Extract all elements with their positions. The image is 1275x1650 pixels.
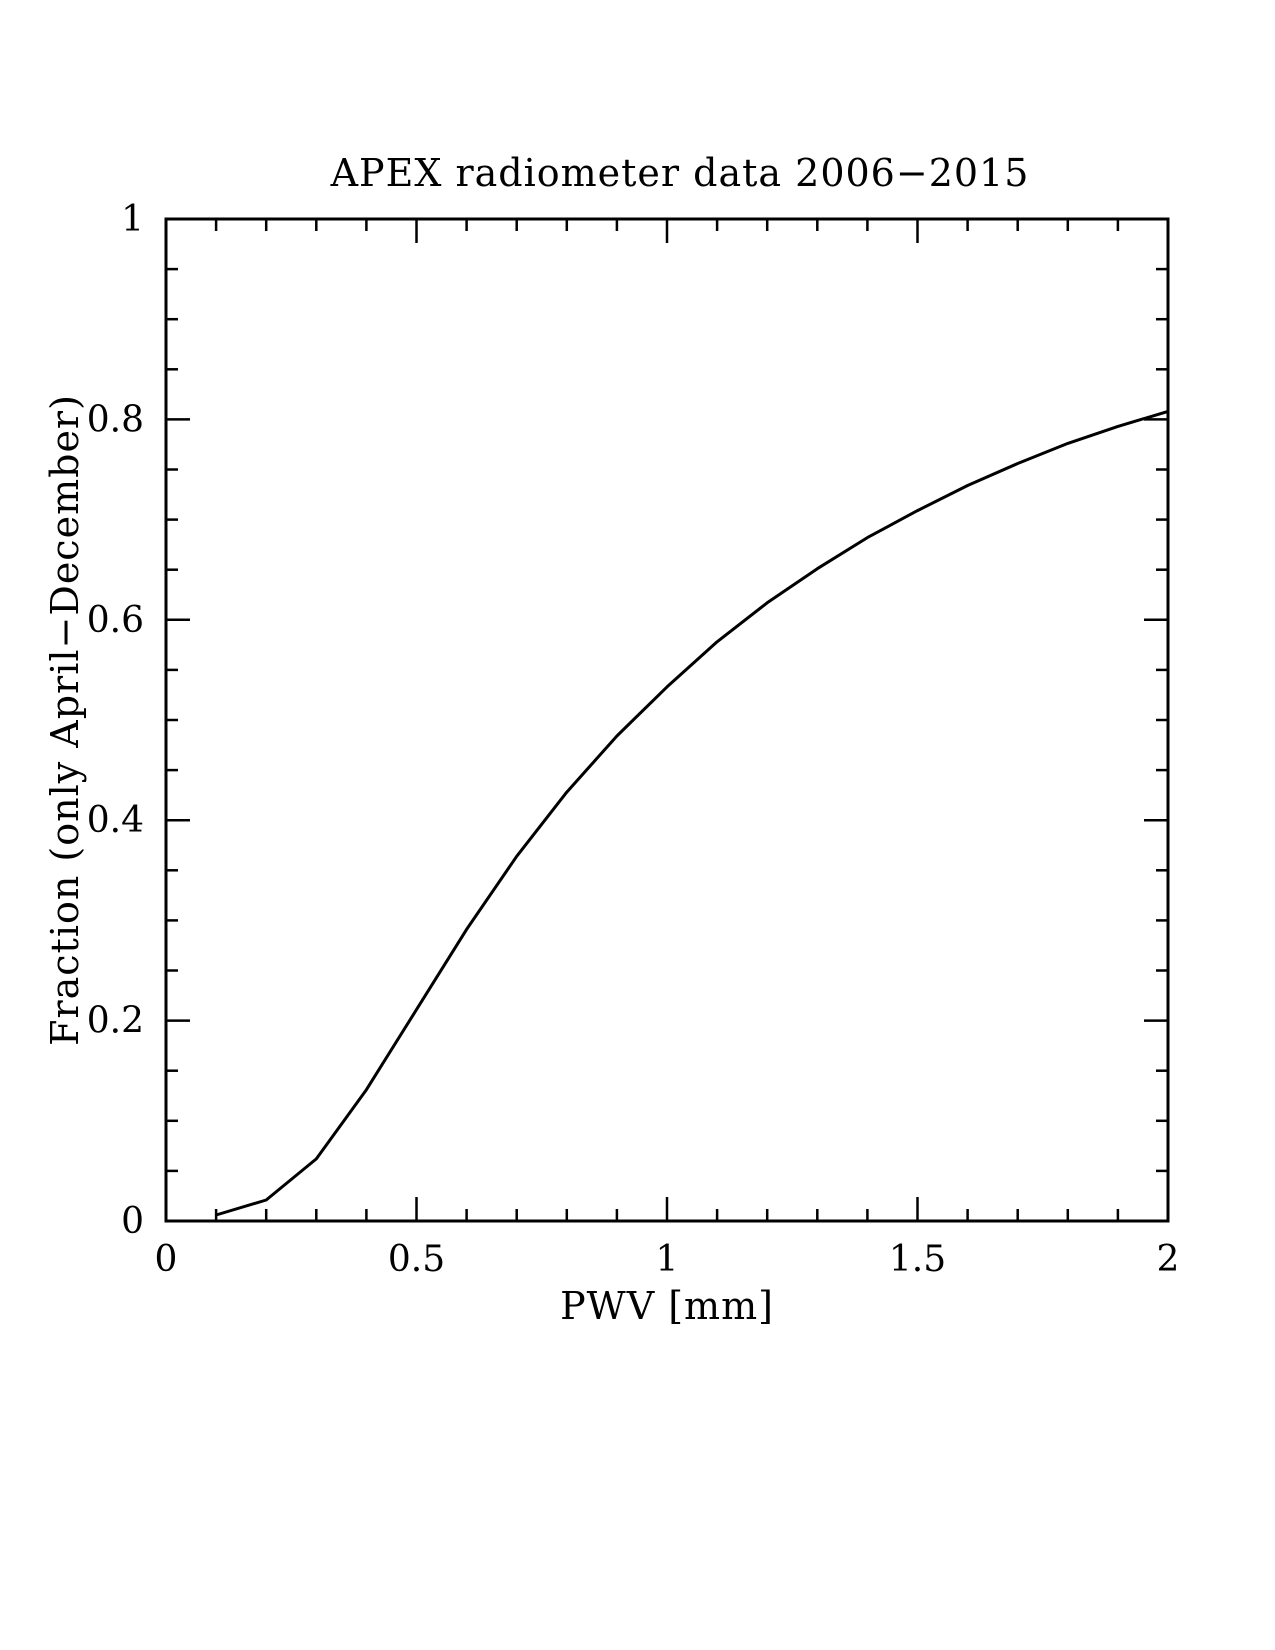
y-tick-label: 0.8 (87, 399, 144, 440)
chart-title: APEX radiometer data 2006−2015 (330, 151, 1030, 195)
x-tick-label: 0.5 (388, 1239, 445, 1280)
data-series (215, 409, 1169, 1217)
plot-area: 0 0.5 1 1.5 2 0 0.2 0.4 0.6 0.8 1 (87, 199, 1180, 1280)
x-tick-label: 2 (1157, 1239, 1180, 1280)
x-tick-label: 0 (155, 1239, 178, 1280)
y-axis-label: Fraction (only April−December) (43, 394, 87, 1046)
y-tick-label: 0 (121, 1201, 144, 1242)
x-tick-label: 1 (656, 1239, 679, 1280)
axis-ticks (166, 219, 1168, 1221)
x-axis-label: PWV [mm] (560, 1284, 774, 1328)
x-tick-label: 1.5 (889, 1239, 946, 1280)
plot-frame (164, 217, 1170, 1223)
y-tick-label: 0.6 (87, 600, 144, 641)
y-tick-label: 0.2 (87, 1001, 144, 1042)
series-line (215, 409, 1169, 1217)
y-tick-label: 0.4 (87, 800, 144, 841)
axis-tick-labels: 0 0.5 1 1.5 2 0 0.2 0.4 0.6 0.8 1 (87, 199, 1180, 1280)
y-tick-label: 1 (121, 199, 144, 240)
